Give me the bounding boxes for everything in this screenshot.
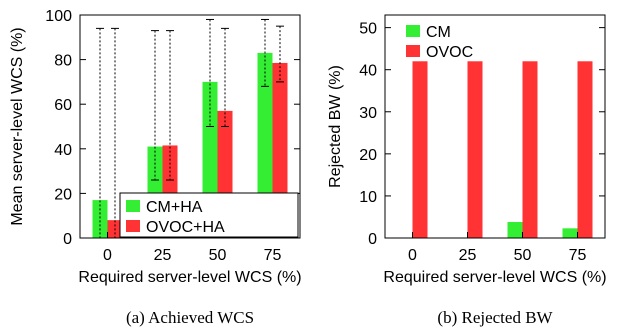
x-tick-label: 0: [103, 247, 112, 264]
y-tick-label: 80: [54, 53, 72, 70]
y-axis-label: Rejected BW (%): [327, 65, 344, 188]
bar-ovoc-0: [412, 61, 428, 238]
y-tick-label: 10: [359, 189, 377, 206]
plot-frame: [79, 14, 301, 239]
y-tick-label: 20: [359, 147, 377, 164]
bar-cm-ha-75: [257, 52, 273, 238]
legend-label: CM: [426, 24, 451, 41]
x-axis-label: Required server-level WCS (%): [383, 269, 606, 286]
legend-swatch: [126, 220, 140, 232]
x-tick-label: 25: [154, 247, 172, 264]
x-tick-label: 25: [459, 247, 477, 264]
x-tick-label: 50: [209, 247, 227, 264]
legend-box: [119, 192, 299, 238]
y-tick-label: 0: [368, 231, 377, 248]
bar-cm-75: [562, 228, 578, 238]
x-tick-label: 50: [514, 247, 532, 264]
bar-ovoc-75: [577, 61, 593, 238]
bar-ovoc-50: [522, 61, 538, 238]
y-axis-label: Mean server-level WCS (%): [9, 27, 26, 225]
x-tick-label: 75: [569, 247, 587, 264]
legend-swatch: [406, 25, 420, 37]
x-axis-label: Required server-level WCS (%): [78, 269, 301, 286]
bar-cm-ha-0: [92, 200, 108, 238]
legend-label: OVOC: [426, 44, 473, 61]
y-tick-label: 100: [45, 8, 72, 25]
y-tick-label: 60: [54, 97, 72, 114]
y-tick-label: 30: [359, 105, 377, 122]
legend-swatch: [126, 200, 140, 212]
y-tick-label: 0: [63, 231, 72, 248]
figure-caption: (b) Rejected BW: [437, 308, 553, 327]
x-tick-label: 75: [264, 247, 282, 264]
y-tick-label: 40: [54, 142, 72, 159]
y-tick-label: 20: [54, 186, 72, 203]
x-tick-label: 0: [408, 247, 417, 264]
y-tick-label: 50: [359, 21, 377, 38]
bar-ovoc-25: [467, 61, 483, 238]
bar-cm-50: [507, 222, 523, 238]
legend-label: OVOC+HA: [146, 219, 225, 236]
legend-swatch: [406, 45, 420, 57]
figure-caption: (a) Achieved WCS: [126, 308, 254, 327]
legend-label: CM+HA: [146, 199, 203, 216]
y-tick-label: 40: [359, 63, 377, 80]
plot-frame: [384, 14, 606, 239]
